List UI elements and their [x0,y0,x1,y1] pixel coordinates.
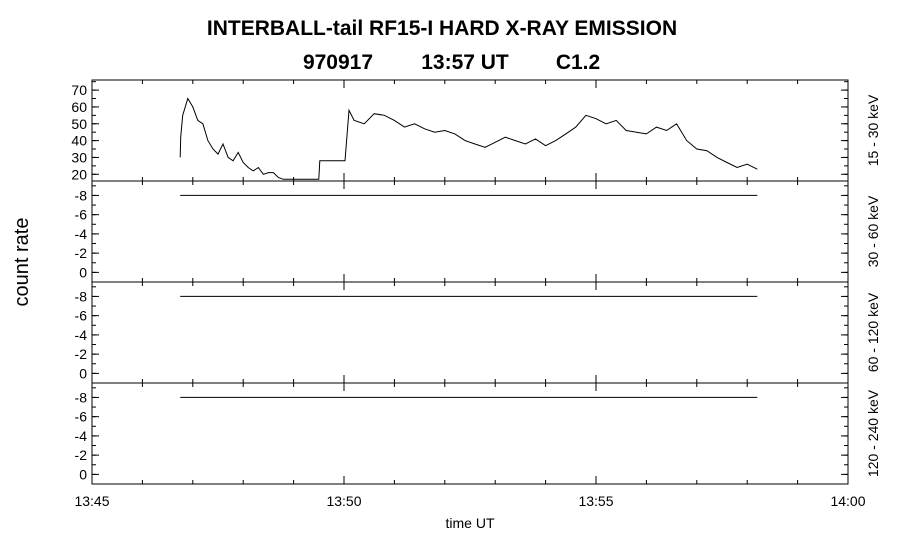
y-tick-label: -4 [75,226,88,242]
y-tick-label: -4 [75,327,88,343]
y-tick-label: -2 [75,245,88,261]
y-tick-label: 0 [79,264,87,280]
panel-2: -8 -6 -4 -2 0 30 - 60 keV [75,180,881,283]
y-tick-label: -6 [75,409,88,425]
channel-label: 15 - 30 keV [865,94,881,166]
panel-3: -8 -6 -4 -2 0 60 - 120 keV [75,281,881,384]
x-tick-label: 13:55 [578,493,613,509]
x-tick-label: 13:45 [74,493,109,509]
panel-frame [91,180,849,283]
panel-4: -8 -6 -4 -2 0 120 - 240 keV [75,382,881,485]
chart-subtitle-time: 13:57 UT [421,51,509,74]
chart-subtitle-date: 970917 [303,51,373,74]
chart-title: INTERBALL-tail RF15-I HARD X-RAY EMISSIO… [207,17,677,40]
x-tick-label: 13:50 [326,493,361,509]
y-tick-label: 60 [71,99,87,115]
y-tick-label: -8 [75,288,88,304]
x-tick-label: 14:00 [830,493,865,509]
panel-frame [91,382,849,485]
y-tick-label: 30 [71,149,87,165]
y-tick-label: 20 [71,166,87,182]
channel-label: 30 - 60 keV [865,195,881,267]
channel-label: 120 - 240 keV [865,389,881,477]
y-tick-label: 0 [79,365,87,381]
y-tick-label: 50 [71,116,87,132]
channel-label: 60 - 120 keV [865,292,881,372]
y-tick-label: 70 [71,82,87,98]
y-tick-label: -8 [75,389,88,405]
y-tick-label: 0 [79,466,87,482]
y-tick-label: -2 [75,447,88,463]
y-tick-label: -2 [75,346,88,362]
series-line [179,97,758,180]
y-tick-label: -8 [75,187,88,203]
y-tick-label: -6 [75,308,88,324]
y-tick-label: 40 [71,133,87,149]
panel-frame [91,281,849,384]
x-axis-ticks: 13:45 13:50 13:55 14:00 [74,493,865,509]
chart-subtitle-class: C1.2 [556,51,600,74]
y-axis-label: count rate [11,218,33,307]
x-axis-label: time UT [446,515,495,531]
y-tick-label: -6 [75,207,88,223]
y-tick-label: -4 [75,428,88,444]
